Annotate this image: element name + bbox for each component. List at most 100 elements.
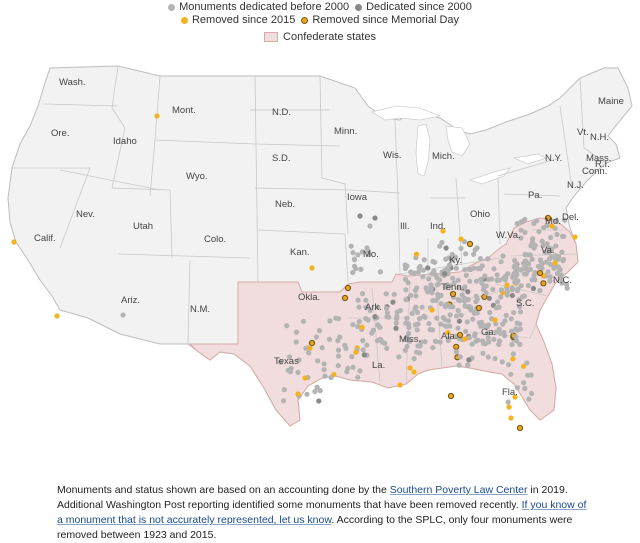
monument-dot-before-2000 [355, 297, 361, 303]
monument-dot-before-2000 [406, 330, 412, 337]
state-label: Calif. [34, 233, 56, 244]
monument-dot-removed-2015 [154, 113, 160, 119]
monument-dot-before-2000 [440, 315, 446, 321]
monument-dot-before-2000 [321, 367, 327, 373]
monument-dot-before-2000 [356, 304, 362, 310]
state-label: Maine [598, 96, 624, 107]
monument-dot-before-2000 [408, 269, 414, 275]
monument-dot-removed-memorial [540, 280, 547, 287]
state-label: W.Va. [496, 230, 521, 241]
monument-dot-before-2000 [293, 339, 299, 345]
monument-dot-before-2000 [446, 336, 452, 342]
monument-dot-before-2000 [277, 359, 284, 365]
monument-dot-before-2000 [343, 345, 349, 351]
monument-dot-before-2000 [537, 288, 543, 294]
monument-dot-before-2000 [384, 310, 390, 316]
monument-dot-before-2000 [505, 271, 511, 277]
monument-dot-before-2000 [430, 345, 436, 351]
monument-dot-removed-2015 [353, 349, 359, 355]
state-label: Md. [545, 216, 561, 227]
monument-dot-before-2000 [522, 265, 529, 271]
monument-dot-since-2000 [486, 295, 492, 301]
monument-dot-before-2000 [503, 312, 509, 318]
monument-dot-before-2000 [335, 338, 341, 344]
monument-dot-before-2000 [498, 259, 504, 265]
monument-dot-since-2000 [509, 292, 515, 299]
splc-link[interactable]: Southern Poverty Law Center [389, 484, 528, 496]
monument-dot-before-2000 [541, 225, 547, 231]
monument-dot-before-2000 [557, 266, 563, 273]
monument-dot-before-2000 [467, 278, 473, 284]
monument-dot-before-2000 [520, 218, 526, 224]
monument-dot-removed-memorial [466, 240, 474, 248]
monument-dot-before-2000 [312, 388, 318, 395]
monument-dot-before-2000 [509, 328, 515, 334]
monument-dot-before-2000 [473, 278, 480, 284]
monument-dot-before-2000 [529, 256, 535, 262]
state-label: Mich. [432, 151, 455, 162]
state-label: Del. [562, 212, 579, 223]
monument-dot-since-2000 [425, 265, 431, 271]
state-label: Minn. [334, 126, 357, 137]
monument-dot-before-2000 [411, 356, 417, 362]
monument-dot-removed-2015 [429, 307, 435, 313]
monument-dot-removed-2015 [302, 375, 308, 381]
state-label: Wash. [59, 77, 86, 88]
monument-dot-before-2000 [529, 239, 536, 245]
monument-dot-before-2000 [367, 307, 373, 313]
monument-dot-removed-2015 [413, 251, 420, 257]
monument-dot-before-2000 [471, 310, 478, 316]
monument-dot-before-2000 [417, 263, 423, 270]
monument-dot-before-2000 [317, 388, 323, 394]
monument-dot-before-2000 [544, 241, 550, 247]
monument-dot-before-2000 [456, 362, 462, 368]
state-labels: Wash. Ore. Calif. Idaho Mont. Wyo. Nev. … [34, 77, 624, 398]
monument-dot-before-2000 [437, 277, 443, 283]
state-label: Nev. [76, 209, 95, 220]
monument-dot-before-2000 [335, 347, 342, 353]
state-label: Ky. [449, 255, 462, 266]
report-monument-link[interactable]: If you know of a monument that is not ac… [57, 499, 587, 526]
legend-item-before-2000: Monuments dedicated before 2000 [168, 1, 349, 13]
monument-dot-before-2000 [356, 318, 362, 325]
confederate-swatch-icon [264, 32, 279, 42]
monument-dot-before-2000 [351, 257, 358, 263]
monument-dot-before-2000 [464, 319, 470, 325]
monument-dot-before-2000 [518, 227, 524, 233]
monument-dot-before-2000 [500, 253, 506, 259]
monument-dot-before-2000 [514, 221, 520, 227]
monument-dot-before-2000 [434, 282, 440, 288]
monument-dot-removed-2015 [54, 313, 60, 319]
monument-dot-before-2000 [316, 328, 323, 334]
monument-dot-before-2000 [375, 322, 381, 328]
monument-dot-before-2000 [377, 336, 383, 342]
monument-dot-before-2000 [522, 251, 528, 258]
state-label: Miss. [399, 334, 421, 345]
state-label: Ala. [441, 331, 457, 342]
monument-dot-removed-memorial [447, 392, 455, 400]
monument-dot-removed-2015 [492, 317, 498, 323]
monument-dot-before-2000 [458, 245, 464, 251]
monument-dot-before-2000 [363, 297, 369, 303]
monument-dot-before-2000 [416, 316, 423, 322]
lake-superior [370, 105, 442, 121]
monument-dot-before-2000 [364, 245, 370, 251]
monument-dot-before-2000 [322, 373, 328, 379]
monument-dot-before-2000 [529, 390, 535, 397]
monument-dot-before-2000 [447, 323, 453, 329]
monument-dot-removed-memorial [475, 304, 483, 312]
monument-dot-before-2000 [493, 329, 499, 335]
monument-dot-before-2000 [300, 318, 307, 324]
monument-dot-before-2000 [453, 265, 459, 271]
monument-dot-before-2000 [511, 257, 518, 264]
monument-dot-before-2000 [350, 269, 356, 276]
state-label: Ohio [470, 209, 490, 220]
state-label: Wyo. [186, 171, 208, 182]
state-label: Colo. [204, 234, 226, 245]
monument-dot-before-2000 [496, 277, 502, 283]
monument-dot-before-2000 [432, 259, 438, 265]
monument-dot-before-2000 [527, 266, 534, 272]
monument-dot-before-2000 [516, 297, 522, 303]
monument-dot-before-2000 [514, 271, 520, 278]
monument-dot-before-2000 [490, 286, 496, 292]
